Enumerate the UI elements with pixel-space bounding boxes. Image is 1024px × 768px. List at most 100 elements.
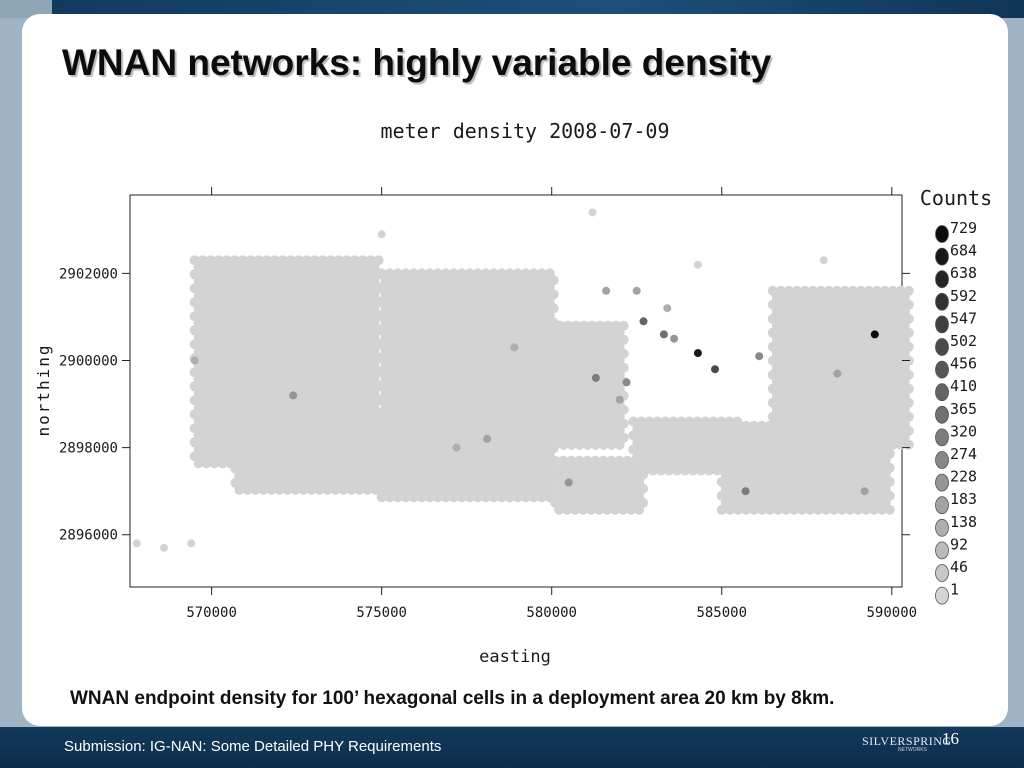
hex-cell [450,484,461,495]
hex-cell [632,286,641,295]
legend-label: 638 [950,264,977,282]
legend-swatch [935,496,949,515]
hex-cell [193,458,204,469]
hex-cell [410,484,421,495]
hex-cell [566,439,577,450]
hex-cell [879,439,890,450]
hex-cell [448,492,459,503]
hex-cell [602,504,613,515]
hex-cell [831,439,842,450]
hex-cell [504,492,515,503]
hex-cell [716,504,727,515]
hex-cell [588,208,597,217]
hex-cell [622,378,631,387]
hex-cell [696,465,707,476]
company-logo: SILVERSPRING [862,734,952,748]
hex-cell [520,492,531,503]
hex-cell [480,492,491,503]
hex-cell [711,365,719,374]
legend-label: 502 [950,332,977,350]
hex-cell [346,484,357,495]
hex-cell [823,439,834,450]
hex-cell [490,484,501,495]
hex-cell [839,439,850,450]
hex-cell [578,504,589,515]
hex-cell [732,504,743,515]
figure-caption: WNAN endpoint density for 100’ hexagonal… [70,688,835,709]
hex-cell [833,369,842,378]
hex-cell [847,439,858,450]
legend-swatch [935,405,949,424]
x-axis-label: easting [479,647,551,667]
legend-label: 410 [950,377,977,395]
hex-cell [772,504,783,515]
density-region [767,285,914,450]
hex-cells [132,208,914,552]
legend-swatch [935,270,949,289]
legend-label: 729 [950,219,977,237]
density-region [230,407,505,495]
density-region [550,455,649,515]
hex-cell [876,504,887,515]
hex-cell [452,443,461,452]
hex-cell [807,439,818,450]
hex-cell [680,465,691,476]
legend-swatch [935,360,949,379]
hex-cell [132,539,141,548]
hex-cell [160,543,168,552]
hex-cell [615,395,624,404]
hex-cell [590,439,601,450]
hex-cell [289,391,298,400]
hex-cell [591,373,600,382]
hex-cell [209,458,220,469]
legend-swatch [935,564,949,582]
hex-cell [290,484,301,495]
hex-cell [201,458,212,469]
footer-text: Submission: IG-NAN: Some Detailed PHY Re… [64,738,442,755]
hex-cell [663,304,672,313]
legend-label: 228 [950,468,977,486]
hex-cell [775,439,786,450]
hex-cell [799,439,810,450]
hex-cell [558,439,569,450]
hex-cell [602,286,611,295]
hex-cell [815,439,826,450]
hex-cell [354,484,365,495]
hex-cell [483,434,492,443]
legend-label: 183 [950,490,977,508]
hex-cell [693,260,702,269]
hex-cell [338,484,349,495]
hex-cell [394,484,405,495]
legend-swatch [935,451,949,469]
legend-swatch [935,473,949,492]
hex-cell [282,484,293,495]
hex-cell [250,484,261,495]
hex-cell [860,504,871,515]
hex-cell [190,356,199,365]
hex-cell [187,539,196,548]
hex-cell [903,439,914,450]
hex-cell [640,465,651,476]
x-tick-label: 575000 [356,605,407,621]
hex-cell [670,334,679,343]
legend-label: 46 [950,558,968,576]
legend-label: 684 [950,242,977,260]
hex-cell [855,439,866,450]
legend-label: 456 [950,355,977,373]
hex-cell [242,484,253,495]
legend-label: 92 [950,535,968,553]
legend-label: 547 [950,309,977,327]
hex-cell [672,465,683,476]
hex-cell [217,458,228,469]
hex-cell [562,504,573,515]
legend-swatch [935,383,949,402]
hex-cell [606,439,617,450]
legend-title: Counts [920,186,992,210]
y-axis-label: northing [34,343,53,436]
legend: Counts 729 684 638 592 547 502 456 410 365 320 274… [920,186,992,605]
chart-title: meter density 2008-07-09 [381,119,670,143]
hex-cell [466,484,477,495]
hex-cell [724,504,735,515]
slide-title: WNAN networks: highly variable density [62,42,772,83]
legend-label: 138 [950,513,977,531]
